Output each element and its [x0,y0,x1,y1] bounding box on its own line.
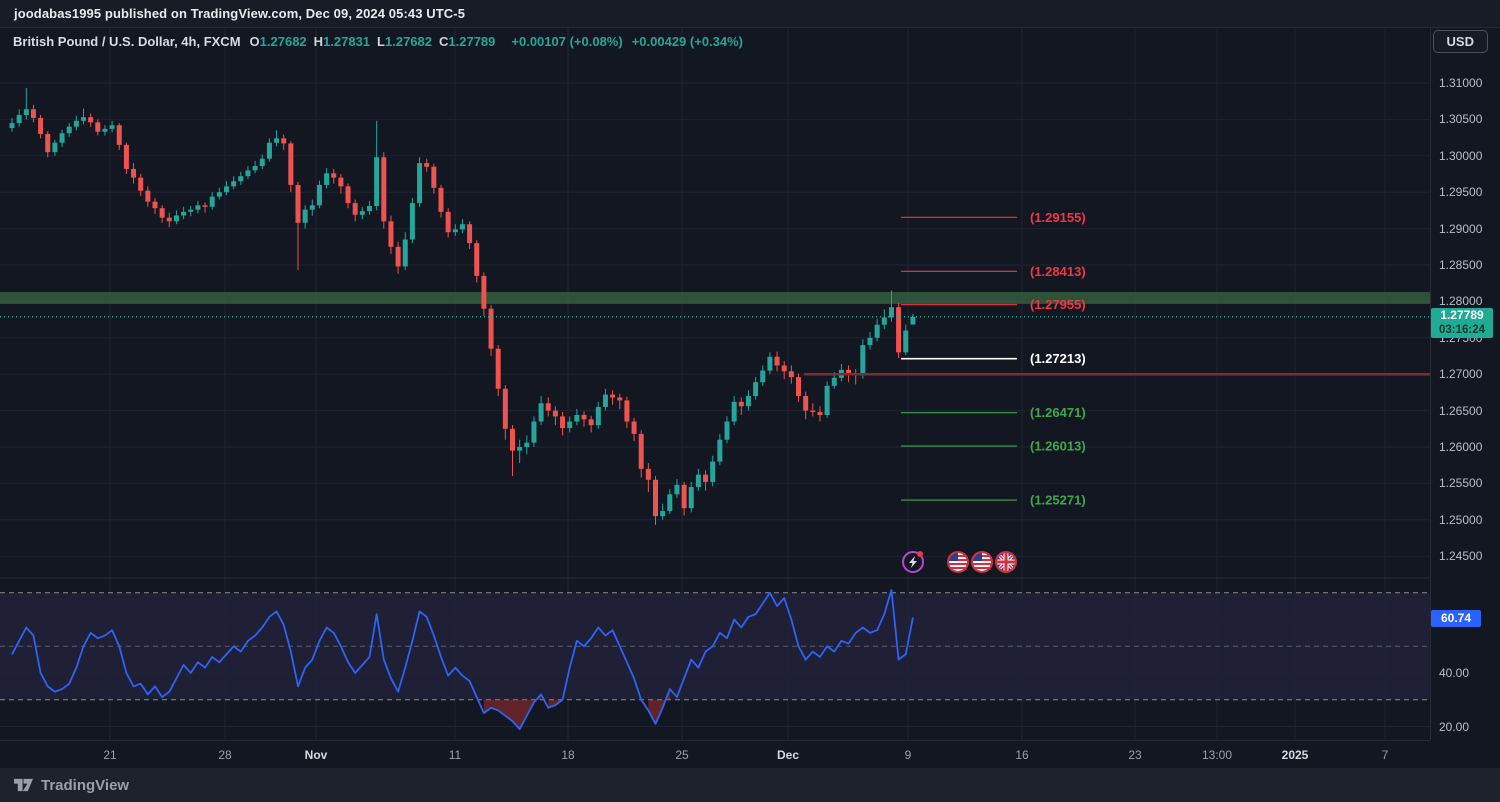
ohlc-item: C1.27789 [439,34,496,49]
tradingview-logo-text: TradingView [41,776,130,794]
time-axis-label: 11 [448,747,462,762]
level-label: (1.26013) [1030,439,1086,454]
rsi-axis-label: 20.00 [1439,719,1470,734]
publish-attribution-text: joodabas1995 published on TradingView.co… [14,6,466,21]
time-axis-label: 23 [1128,747,1142,762]
level-label: (1.25271) [1030,493,1086,508]
rsi-line [11,589,914,731]
time-axis-label: Dec [776,747,800,762]
last-price-value: 1.27789 [1440,308,1484,322]
currency-toggle-button[interactable]: USD [1432,30,1488,53]
price-axis-label: 1.25000 [1439,512,1483,527]
gb-flag-icon[interactable] [995,551,1017,573]
level-label: (1.27213) [1030,351,1086,366]
price-axis-label: 1.27000 [1439,367,1483,382]
level-label: (1.27955) [1030,297,1086,312]
price-axis-label: 1.31000 [1439,76,1483,90]
bottom-brand-bar: TradingView [0,768,1500,802]
supply-zone [0,291,1430,304]
time-axis-label: 7 [1381,747,1389,762]
level-label: (1.29155) [1030,210,1086,225]
time-axis-label: 28 [218,747,232,762]
time-axis-label: Nov [304,747,328,762]
extended-change-value: +0.00429 (+0.34%) [631,34,744,49]
price-axis-label: 1.25500 [1439,476,1483,491]
time-axis-label: 18 [561,747,575,762]
tradingview-logo-icon [14,778,33,792]
change-value: +0.00107 (+0.08%) [511,34,623,49]
time-axis-label: 25 [675,747,689,762]
level-label: (1.26471) [1030,405,1086,420]
us-flag-icon[interactable] [971,551,993,573]
ohlc-item: O1.27682 [249,34,307,49]
rsi-axis-label: 40.00 [1439,666,1470,680]
price-axis-label: 1.30000 [1439,148,1483,163]
economic-events-icon[interactable] [902,551,924,573]
time-axis-label: 21 [103,747,117,762]
last-price-badge: 1.27789 03:16:24 [1431,308,1493,338]
time-axis-label: 13:00 [1201,747,1233,762]
price-axis-label: 1.28000 [1439,294,1483,309]
symbol-title: British Pound / U.S. Dollar, 4h, FXCM [13,34,241,49]
ohlc-item: H1.27831 [313,34,371,49]
time-axis-label: 16 [1015,747,1029,762]
us-flag-icon[interactable] [947,551,969,573]
price-axis-label: 1.30500 [1439,112,1483,127]
price-axis-label: 1.29000 [1439,221,1483,236]
tradingview-logo[interactable]: TradingView [13,776,129,794]
price-axis-label: 1.24500 [1439,549,1483,564]
symbol-legend[interactable]: British Pound / U.S. Dollar, 4h, FXCM O1… [13,34,743,49]
ohlc-item: L1.27682 [377,34,432,49]
bar-countdown: 03:16:24 [1438,324,1486,336]
rsi-oversold-fill [483,694,542,730]
price-axis-label: 1.28500 [1439,258,1483,272]
ohlc-values: O1.27682 H1.27831 L1.27682 C1.27789 [250,34,503,49]
price-axis-label: 1.26500 [1439,403,1483,418]
candlestick-and-rsi-chart[interactable]: (1.29155) (1.28413) (1.27955) (1.27213) (1.2… [0,28,1430,740]
price-axis-label: 1.29500 [1439,185,1483,200]
time-axis-label: 2025 [1281,747,1309,762]
rsi-value-badge: 60.74 [1431,610,1481,627]
time-axis[interactable]: 21 28 Nov 11 18 25 Dec 9 16 23 13:00 2025 7 [0,740,1430,768]
price-axis-label: 1.26000 [1439,440,1483,454]
level-label: (1.28413) [1030,264,1086,279]
candles [9,88,916,525]
rsi-oversold-fill [648,689,670,724]
publish-bar: joodabas1995 published on TradingView.co… [0,0,1500,28]
price-axis[interactable]: 1.31000 1.30500 1.30000 1.29500 1.29000 1.285… [1430,28,1500,740]
time-axis-label: 9 [904,747,912,762]
